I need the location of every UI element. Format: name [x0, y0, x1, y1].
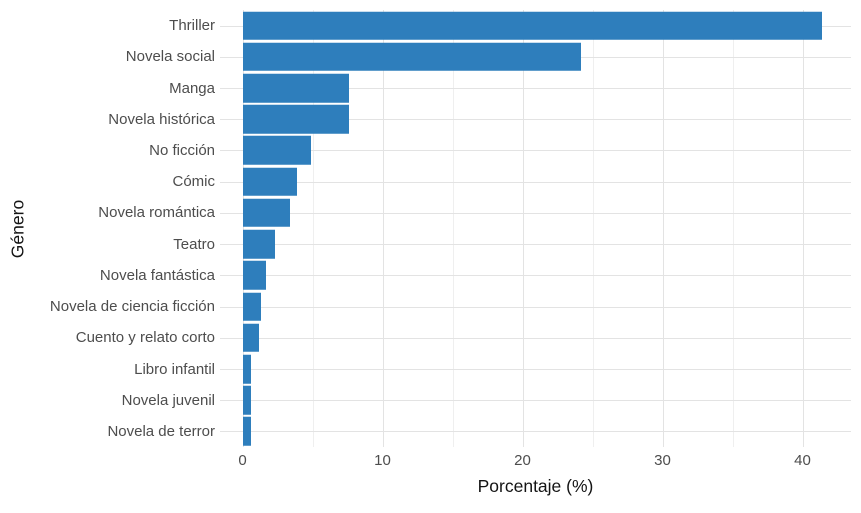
bar [242, 385, 251, 415]
x-tick-label: 40 [794, 452, 811, 469]
gridline-y [220, 244, 851, 246]
gridline-y [220, 306, 851, 308]
bar [242, 292, 261, 321]
y-tick-label: Novela fantástica [99, 266, 215, 284]
bar [242, 323, 260, 353]
bar-row [220, 197, 851, 228]
bar-row [220, 72, 851, 103]
y-tick-label: Libro infantil [134, 360, 215, 378]
bar-rows [220, 10, 851, 447]
bar [242, 136, 312, 165]
minor-gridline-x [592, 10, 594, 447]
gridline-y [220, 150, 851, 152]
x-tick-label: 10 [374, 452, 391, 469]
x-tick-label: 0 [238, 452, 247, 469]
x-tick-label: 30 [654, 452, 671, 469]
bar-row [220, 416, 851, 447]
bar [242, 417, 251, 446]
y-tick-label: No ficción [149, 141, 215, 159]
y-tick-label: Manga [169, 79, 215, 97]
bar [242, 354, 251, 384]
bar [242, 261, 267, 290]
bar-row [220, 229, 851, 260]
y-tick-label: Novela de ciencia ficción [49, 298, 215, 316]
gridline-y [220, 181, 851, 183]
plot-panel [220, 10, 851, 447]
y-tick-label: Teatro [173, 235, 215, 253]
x-axis-ticks: 0 10 20 30 40 [220, 452, 851, 471]
major-gridline-x [382, 10, 384, 447]
bar [242, 167, 298, 196]
gridline-y [220, 337, 851, 339]
y-tick-label: Novela social [125, 48, 215, 66]
gridline-y [220, 212, 851, 214]
major-gridline-x [522, 10, 524, 447]
bar [242, 229, 275, 259]
bar-row [220, 135, 851, 166]
bar [242, 198, 291, 228]
bar-row [220, 41, 851, 72]
y-tick-label: Novela histórica [108, 110, 215, 128]
bar-row [220, 353, 851, 384]
bar-row [220, 291, 851, 322]
gridline-y [220, 369, 851, 371]
y-tick-label: Novela juvenil [121, 391, 215, 409]
minor-gridline-x [452, 10, 454, 447]
major-gridline-x [242, 10, 244, 447]
minor-gridline-x [312, 10, 314, 447]
x-tick-label: 20 [514, 452, 531, 469]
bar-row [220, 166, 851, 197]
bar [242, 105, 349, 134]
major-gridline-x [802, 10, 804, 447]
bar [242, 73, 349, 103]
gridline-y [220, 400, 851, 402]
y-tick-label: Novela romántica [98, 204, 215, 222]
gridline-y [220, 275, 851, 277]
bar [242, 11, 823, 40]
major-gridline-x [662, 10, 664, 447]
gridline-y [220, 119, 851, 121]
gridline-y [220, 431, 851, 433]
gridline-y [220, 88, 851, 90]
bar-row [220, 104, 851, 135]
bar-row [220, 260, 851, 291]
bar-row [220, 385, 851, 416]
y-tick-label: Thriller [169, 17, 215, 35]
bar [242, 42, 582, 72]
y-tick-label: Novela de terror [107, 422, 215, 440]
bar-row [220, 322, 851, 353]
y-axis-labels: Thriller Novela social Manga Novela históri… [0, 10, 215, 447]
y-tick-label: Cómic [172, 173, 215, 191]
minor-gridline-x [732, 10, 734, 447]
x-axis-title: Porcentaje (%) [477, 476, 594, 496]
y-tick-label: Cuento y relato corto [75, 329, 215, 347]
bar-row [220, 10, 851, 41]
